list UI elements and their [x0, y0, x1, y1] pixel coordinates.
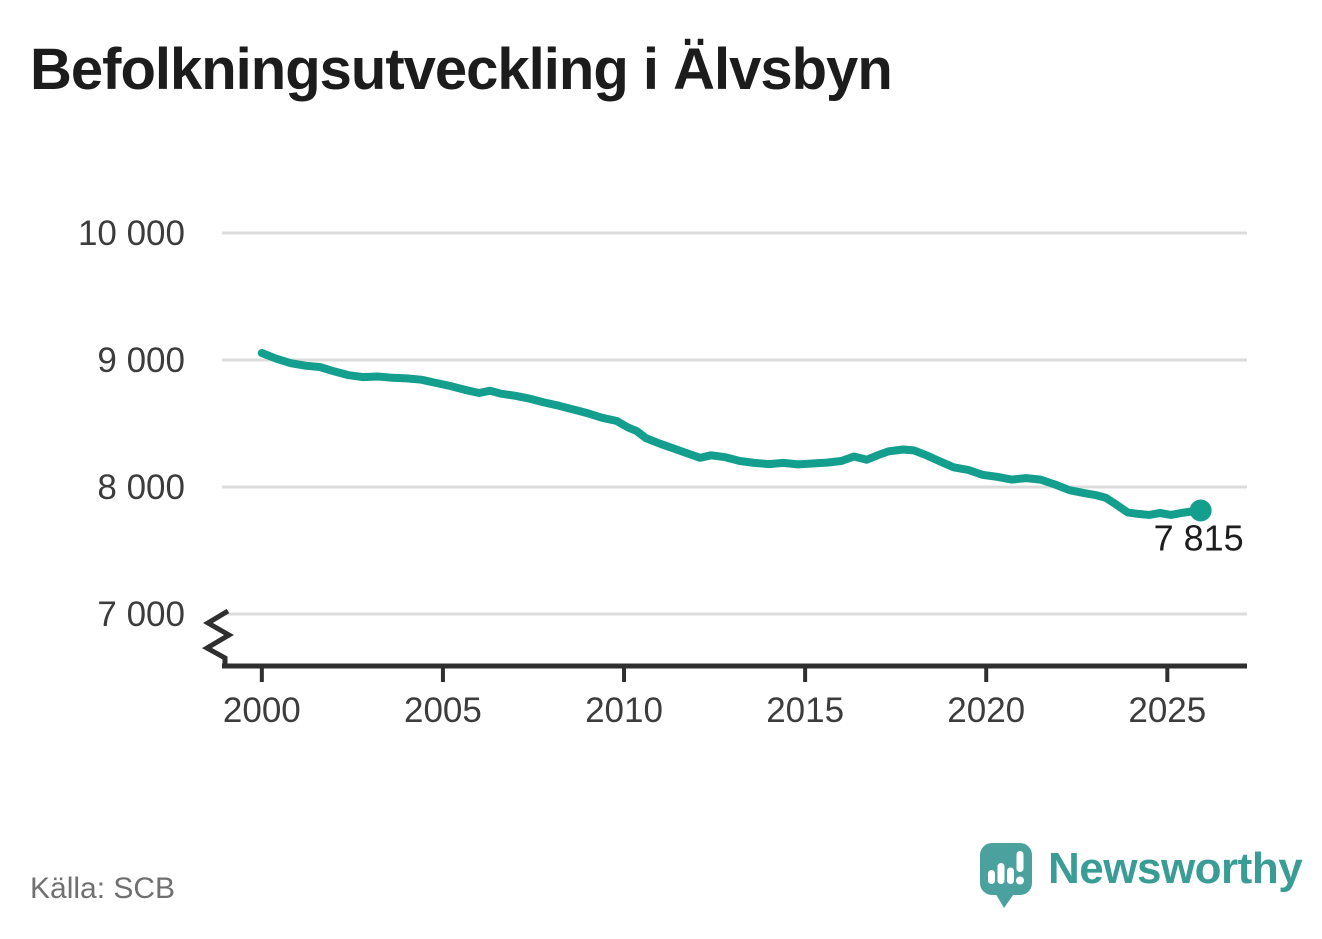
newsworthy-logo-text: Newsworthy	[1048, 844, 1303, 893]
x-tick-label: 2010	[585, 691, 663, 730]
x-axis-labels: 2000 2005 2010 2015 2020 2025	[223, 691, 1206, 730]
source-note: Källa: SCB	[30, 872, 176, 905]
y-tick-label: 9 000	[97, 341, 185, 380]
y-tick-label: 7 000	[97, 595, 185, 634]
x-tick-label: 2005	[404, 691, 482, 730]
population-line	[257, 349, 1205, 519]
gridlines	[222, 231, 1247, 616]
x-tick-label: 2015	[766, 691, 844, 730]
y-tick-label: 10 000	[78, 214, 185, 253]
x-tick-label: 2000	[223, 691, 301, 730]
y-tick-label: 8 000	[97, 468, 185, 507]
newsworthy-logo-icon	[980, 843, 1032, 908]
series-endpoint: 7 815	[1154, 499, 1244, 558]
x-tick-label: 2025	[1128, 691, 1206, 730]
x-axis	[222, 663, 1247, 682]
population-line-series	[257, 349, 1205, 519]
endpoint-value-label: 7 815	[1154, 517, 1244, 558]
y-axis-labels: 10 000 9 000 8 000 7 000	[78, 214, 185, 634]
x-tick-label: 2020	[947, 691, 1025, 730]
endpoint-dot	[1189, 499, 1212, 522]
chart-title: Befolkningsutveckling i Älvsbyn	[30, 37, 893, 102]
y-axis-break-icon	[201, 608, 234, 668]
newsworthy-logo: Newsworthy	[978, 841, 1303, 909]
